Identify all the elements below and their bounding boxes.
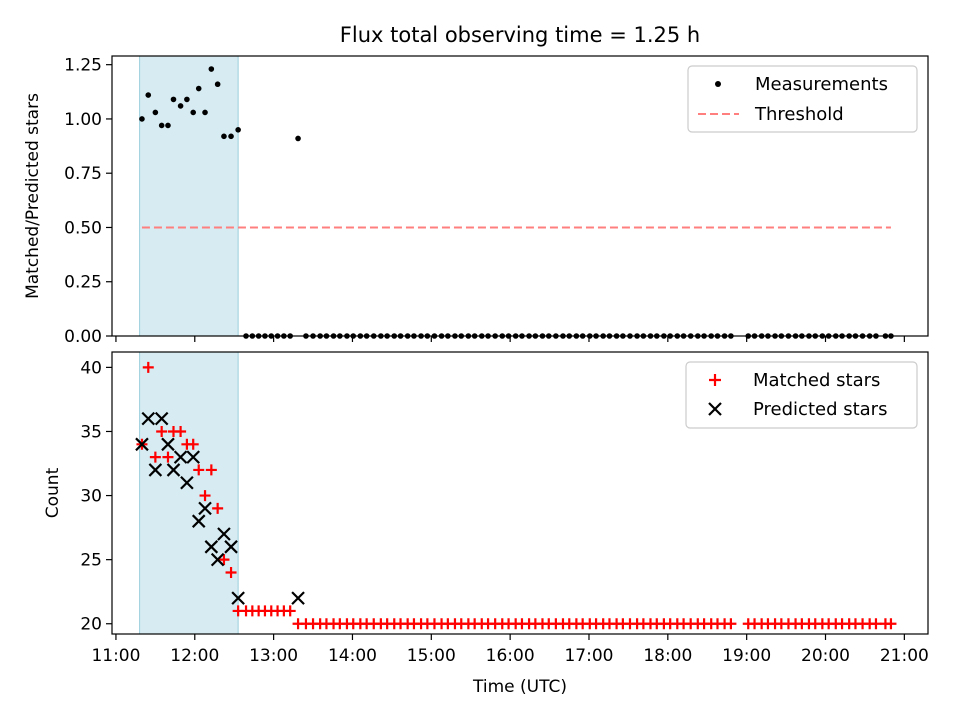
measurement-point [235,126,241,133]
measurement-point [295,135,301,142]
measurement-point [208,66,215,72]
x-tick-label: 13:00 [249,646,298,666]
x-tick-label: 18:00 [643,646,692,666]
measurement-point [190,109,197,116]
predicted-star-point [148,463,163,477]
legend-matched-marker [709,374,721,386]
measurement-point [214,81,221,88]
legend-predicted-label: Predicted stars [753,399,887,420]
x-tick-label: 16:00 [486,646,535,666]
y-tick-label: 40 [80,358,102,378]
measurement-point [152,109,159,116]
top-axes-frame [111,55,929,337]
measurement-point [221,133,227,140]
bottom-x-ticks: 11:00 12:00 13:00 14:00 15:00 16:00 17:00 18:00… [91,634,929,666]
legend-matched-label: Matched stars [753,370,880,391]
matched-star-point [218,554,230,566]
x-tick-label: 17:00 [564,646,613,666]
y-tick-label: 0.75 [64,164,102,184]
top-y-ticks: 0.00 0.25 0.50 0.75 1.00 1.25 [64,56,112,347]
matched-star-point [284,605,296,617]
predicted-star-point [198,501,212,516]
x-tick-label: 14:00 [328,646,377,666]
bottom-legend: Matched stars Predicted stars [685,361,918,429]
y-tick-label: 30 [80,487,102,507]
legend-threshold-label: Threshold [754,104,844,125]
y-tick-label: 1.00 [64,110,102,130]
measurement-point [195,85,202,92]
x-tick-label: 21:00 [880,646,929,666]
predicted-star-point [154,411,169,426]
x-tick-label: 15:00 [407,646,456,666]
x-tick-label: 20:00 [801,646,850,666]
legend-predicted-marker [708,402,722,416]
top-legend: Measurements Threshold [687,65,918,133]
bottom-y-ticks: 20 25 30 35 40 [80,358,112,635]
bottom-axes-frame [111,351,929,635]
predicted-star-point [135,437,149,452]
legend-measurements-label: Measurements [755,74,888,95]
predicted-star-point [204,540,219,554]
bottom-highlight-region [139,351,239,635]
matched-star-point [205,464,217,476]
predicted-star-point [231,591,245,605]
measurement-point [158,122,165,129]
predicted-star-point [180,475,194,490]
matched-star-point [149,451,161,463]
y-tick-label: 1.25 [64,56,102,76]
x-axis-label: Time (UTC) [472,677,567,697]
predicted-star-point [173,450,188,464]
measurement-point [170,96,177,103]
predicted-star-point [210,552,225,567]
measurement-point [145,92,152,98]
measurement-point [202,109,208,116]
measurement-point [228,133,234,140]
measurement-point [165,122,171,129]
matched-star-point [885,618,897,630]
legend-measurements-marker [715,81,721,87]
x-tick-label: 19:00 [722,646,771,666]
top-x-ticks [115,336,905,342]
predicted-star-point [141,411,156,426]
y-tick-label: 0.25 [64,273,102,293]
matched-star-point [725,618,737,630]
x-tick-label: 12:00 [170,646,219,666]
predicted-star-point [224,540,238,554]
bottom-panel: 20 25 30 35 40 11:00 12:00 13:00 14:00 15:00 16:0… [43,351,929,697]
matched-star-point [870,618,882,630]
y-tick-label: 0.50 [64,218,102,238]
matched-star-point [212,502,224,514]
measurement-point [177,103,184,109]
top-y-axis-label: Matched/Predicted stars [23,93,43,299]
matched-star-point [187,438,199,450]
x-tick-label: 11:00 [91,646,140,666]
matched-star-point [142,361,154,373]
predicted-star-point [191,514,206,528]
matched-stars-series [136,361,897,630]
predicted-star-point [217,527,231,541]
y-tick-label: 0.00 [64,327,102,347]
top-panel: 0.00 0.25 0.50 0.75 1.00 1.25 Flux total obse… [23,23,929,347]
y-tick-label: 20 [80,615,102,635]
chart-title: Flux total observing time = 1.25 h [340,23,700,47]
predicted-star-point [166,463,181,477]
predicted-stars-series [135,411,305,605]
predicted-star-point [161,437,175,452]
predicted-star-point [186,450,200,464]
top-highlight-region [139,55,239,337]
matched-star-point [175,425,187,437]
measurement-point [139,116,145,122]
y-tick-label: 25 [80,551,102,571]
measurement-point [184,96,190,103]
matched-star-point [225,566,237,578]
y-tick-label: 35 [80,422,102,442]
matched-star-point [162,451,174,463]
bottom-y-axis-label: Count [43,467,63,518]
matched-star-point [199,490,211,502]
matched-star-point [193,464,205,476]
predicted-star-point [291,591,305,605]
matched-star-point [156,425,168,437]
